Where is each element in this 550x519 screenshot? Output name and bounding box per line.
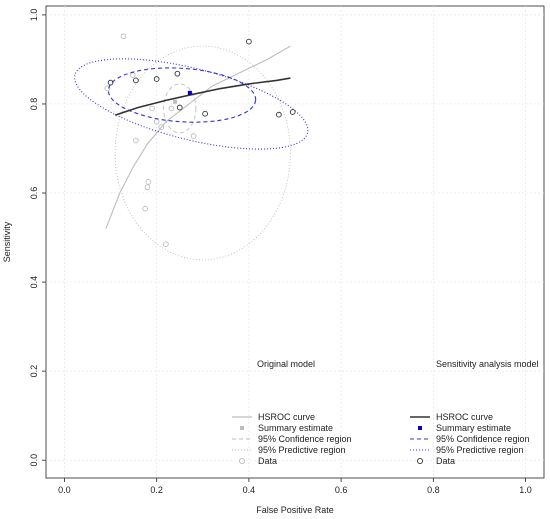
legend-original-ci-label: 95% Confidence region (258, 434, 352, 444)
legend-original-pi-label: 95% Predictive region (258, 445, 346, 455)
y-tick-label-4: 0.8 (29, 98, 39, 111)
sensitivity-data-point-7 (276, 111, 282, 118)
original-data-point-1 (129, 72, 136, 78)
sensitivity-data-point-0 (107, 79, 114, 86)
legend-original-heading: Original model (257, 359, 315, 369)
legend-sensitivity-ci-label: 95% Confidence region (436, 434, 530, 444)
original-data-point-2 (133, 137, 139, 144)
y-axis-label: Sensitivity (2, 221, 12, 262)
original-data-point-0 (120, 33, 127, 40)
sensitivity-predictive-region (74, 58, 309, 150)
original-summary-estimate (173, 99, 178, 104)
legend-original-summary-swatch (240, 426, 244, 430)
y-axis-ticks: 0.0 0.2 0.4 0.6 0.8 1.0 (29, 9, 46, 467)
sensitivity-hsroc-curve (114, 77, 291, 116)
x-tick-label-2: 0.4 (243, 485, 256, 495)
legend-sensitivity-data-swatch (416, 457, 424, 465)
legend-sensitivity-summary-label: Summary estimate (436, 423, 511, 433)
legend-sensitivity-heading: Sensitivity analysis model (436, 359, 539, 369)
legend-original-data-swatch (238, 457, 246, 465)
grid-lines (46, 6, 544, 478)
legend-sensitivity-hsroc-label: HSROC curve (436, 412, 493, 422)
legend-sensitivity-summary-swatch (418, 426, 422, 430)
x-tick-label-4: 0.8 (427, 485, 440, 495)
x-tick-label-1: 0.2 (150, 485, 163, 495)
x-axis-ticks: 0.0 0.2 0.4 0.6 0.8 1.0 (58, 478, 532, 495)
legend-original: HSROC curve Summary estimate 95% Confide… (232, 412, 352, 466)
y-tick-label-0: 0.0 (29, 454, 39, 467)
plot-border (45, 5, 545, 479)
sensitivity-data-point-3 (174, 70, 181, 77)
sensitivity-data-point-5 (202, 110, 208, 117)
legend-sensitivity: HSROC curve Summary estimate 95% Confide… (410, 412, 530, 466)
sensitivity-data-point-8 (289, 109, 296, 115)
sensitivity-data-point-1 (133, 77, 139, 84)
original-data-point-12 (104, 85, 111, 92)
chart-marks (74, 33, 309, 261)
legend-original-data-label: Data (258, 456, 277, 466)
x-axis-label: False Positive Rate (256, 505, 334, 515)
y-tick-label-1: 0.2 (29, 365, 39, 378)
sensitivity-data-point-4 (176, 104, 183, 111)
legend-original-hsroc-label: HSROC curve (258, 412, 315, 422)
original-data-point-7 (153, 118, 160, 125)
x-tick-label-0: 0.0 (58, 485, 71, 495)
original-confidence-region (163, 83, 197, 134)
original-data-point-6 (149, 105, 155, 112)
y-tick-label-5: 1.0 (29, 9, 39, 22)
y-tick-label-2: 0.4 (29, 276, 39, 289)
original-data-point-5 (145, 179, 152, 185)
original-data-point-10 (168, 105, 175, 112)
sensitivity-summary-estimate (187, 90, 192, 95)
x-tick-label-5: 1.0 (519, 485, 532, 495)
y-tick-label-3: 0.6 (29, 187, 39, 200)
original-data-point-11 (190, 133, 197, 139)
original-data-point-8 (158, 124, 165, 130)
sensitivity-data-point-6 (246, 38, 252, 45)
legend-sensitivity-data-label: Data (436, 456, 455, 466)
legend-sensitivity-pi-label: 95% Predictive region (436, 445, 524, 455)
original-data-point-4 (144, 184, 151, 191)
legend-original-summary-label: Summary estimate (258, 423, 333, 433)
sensitivity-confidence-region (107, 67, 257, 123)
original-data-point-3 (142, 205, 148, 212)
original-predictive-region (114, 45, 291, 261)
sensitivity-data-point-2 (153, 76, 160, 82)
original-data-point-9 (163, 241, 169, 248)
original-hsroc-curve (105, 45, 291, 229)
x-tick-label-3: 0.6 (335, 485, 348, 495)
